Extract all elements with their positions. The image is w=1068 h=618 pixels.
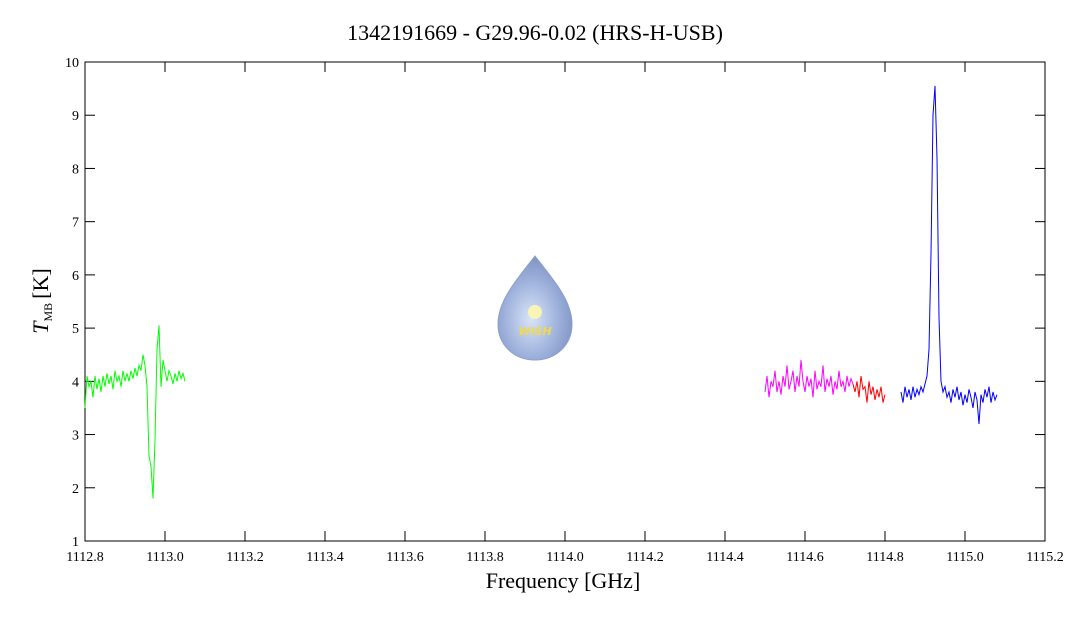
y-subscript: MB bbox=[41, 303, 55, 322]
y-symbol: T bbox=[28, 320, 53, 334]
x-tick-label: 1114.2 bbox=[626, 550, 663, 565]
y-tick-label: 8 bbox=[72, 162, 79, 177]
y-tick-label: 10 bbox=[65, 56, 79, 71]
logo-star bbox=[528, 305, 542, 319]
x-axis-label: Frequency [GHz] bbox=[486, 568, 641, 593]
y-unit: [K] bbox=[28, 268, 53, 299]
x-tick-label: 1115.0 bbox=[946, 550, 983, 565]
y-axis-label: TMB [K] bbox=[28, 268, 55, 333]
spectrum-line bbox=[852, 375, 886, 403]
y-tick-label: 3 bbox=[72, 429, 79, 444]
x-tick-label: 1114.6 bbox=[786, 550, 823, 565]
x-tick-label: 1114.0 bbox=[546, 550, 583, 565]
y-axis-label-text: TMB [K] bbox=[28, 268, 55, 333]
y-tick-label: 2 bbox=[72, 482, 79, 497]
chart-title: 1342191669 - G29.96-0.02 (HRS-H-USB) bbox=[347, 20, 723, 45]
y-tick-label: 6 bbox=[72, 269, 79, 284]
y-tick-label: 7 bbox=[72, 216, 79, 231]
x-tick-label: 1113.2 bbox=[226, 550, 263, 565]
x-tick-label: 1115.2 bbox=[1026, 550, 1063, 565]
x-tick-label: 1114.4 bbox=[706, 550, 743, 565]
y-tick-label: 4 bbox=[72, 375, 79, 390]
spectrum-line bbox=[900, 85, 998, 424]
logo-text: WISH bbox=[518, 325, 551, 338]
spectrum-line bbox=[84, 325, 186, 499]
x-tick-label: 1112.8 bbox=[66, 550, 103, 565]
y-tick-label: 1 bbox=[72, 535, 79, 550]
y-tick-label: 5 bbox=[72, 322, 79, 337]
x-tick-label: 1113.6 bbox=[386, 550, 423, 565]
logo: WISH bbox=[497, 255, 573, 361]
y-tick-label: 9 bbox=[72, 109, 79, 124]
x-tick-label: 1113.8 bbox=[466, 550, 503, 565]
x-tick-label: 1113.0 bbox=[146, 550, 183, 565]
spectrum-line bbox=[764, 359, 854, 398]
x-tick-label: 1113.4 bbox=[306, 550, 343, 565]
x-tick-label: 1114.8 bbox=[866, 550, 903, 565]
